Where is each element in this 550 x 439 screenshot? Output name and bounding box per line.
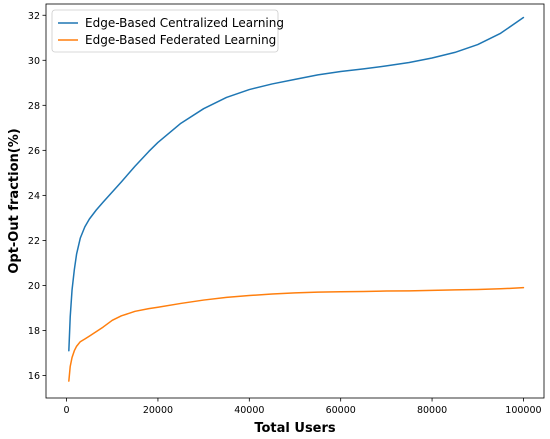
x-tick-label: 0 [64,405,70,416]
plot-frame [45,3,545,399]
legend-label-2: Edge-Based Federated Learning [85,33,276,47]
y-tick-label: 20 [28,281,40,292]
y-tick-label: 30 [28,56,40,67]
x-tick-label: 100000 [505,405,541,416]
y-axis: 16 18 20 22 24 26 28 30 32 [28,11,46,382]
y-tick-label: 26 [28,146,40,157]
x-tick-label: 40000 [234,405,264,416]
y-tick-label: 28 [28,101,40,112]
y-tick-label: 18 [28,326,40,337]
legend-box [51,9,279,53]
y-tick-label: 22 [28,236,40,247]
legend-label-1: Edge-Based Centralized Learning [85,16,284,30]
x-tick-label: 20000 [143,405,173,416]
plot-area [45,3,545,399]
x-axis: 0 20000 40000 60000 80000 100000 [64,398,542,416]
x-tick-label: 80000 [417,405,447,416]
legend: Edge-Based Centralized Learning Edge-Base… [51,9,284,53]
x-axis-label: Total Users [254,421,336,436]
y-axis-label: Opt-Out fraction(%) [7,128,22,273]
y-tick-label: 24 [28,191,40,202]
series-line-1 [68,16,525,352]
x-tick-label: 60000 [326,405,356,416]
y-tick-label: 32 [28,11,40,22]
y-tick-label: 16 [28,371,40,382]
series-line-2 [68,286,525,382]
